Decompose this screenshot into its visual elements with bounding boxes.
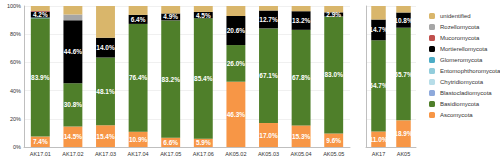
svg-text:17.0%: 17.0% — [259, 132, 278, 139]
svg-text:AK05: AK05 — [397, 151, 410, 157]
svg-text:20%: 20% — [10, 116, 21, 122]
svg-text:2.9%: 2.9% — [326, 11, 341, 18]
svg-text:6.6%: 6.6% — [163, 139, 178, 146]
svg-text:unidentified: unidentified — [440, 13, 471, 19]
svg-text:Glomeromycota: Glomeromycota — [440, 57, 483, 63]
svg-text:AK05.05: AK05.05 — [323, 151, 344, 157]
svg-text:15.3%: 15.3% — [292, 133, 311, 140]
svg-text:AK17.02: AK17.02 — [62, 151, 83, 157]
svg-text:AK05.03: AK05.03 — [258, 151, 279, 157]
svg-text:AK17: AK17 — [372, 151, 385, 157]
svg-text:18.9%: 18.9% — [394, 130, 413, 137]
svg-text:Mucoromycota: Mucoromycota — [440, 35, 480, 41]
svg-text:4.9%: 4.9% — [163, 13, 178, 20]
svg-text:10.9%: 10.9% — [129, 136, 148, 143]
svg-text:0%: 0% — [13, 144, 21, 150]
svg-text:7.4%: 7.4% — [33, 138, 48, 145]
svg-text:83.0%: 83.0% — [324, 71, 343, 78]
svg-text:67.1%: 67.1% — [259, 72, 278, 79]
svg-text:64.7%: 64.7% — [369, 82, 388, 89]
svg-text:Rozellomycota: Rozellomycota — [440, 24, 480, 30]
svg-text:Ascomycota: Ascomycota — [440, 112, 473, 118]
svg-text:AK05.04: AK05.04 — [291, 151, 312, 157]
svg-text:40%: 40% — [10, 88, 21, 94]
svg-text:Basidiomycota: Basidiomycota — [440, 101, 480, 107]
svg-text:30.8%: 30.8% — [64, 101, 83, 108]
svg-text:4.2%: 4.2% — [33, 11, 48, 18]
svg-text:AK17.04: AK17.04 — [128, 151, 149, 157]
svg-text:AK05.02: AK05.02 — [225, 151, 246, 157]
svg-text:14.0%: 14.0% — [96, 44, 115, 51]
svg-text:15.4%: 15.4% — [96, 133, 115, 140]
svg-text:4.5%: 4.5% — [196, 12, 211, 19]
svg-text:Chytridiomycota: Chytridiomycota — [440, 79, 484, 85]
svg-text:13.2%: 13.2% — [292, 17, 311, 24]
svg-text:5.9%: 5.9% — [196, 139, 211, 146]
svg-text:83.2%: 83.2% — [161, 76, 180, 83]
svg-text:14.5%: 14.5% — [64, 133, 83, 140]
svg-text:AK17.05: AK17.05 — [160, 151, 181, 157]
svg-text:46.3%: 46.3% — [227, 111, 246, 118]
svg-text:100%: 100% — [7, 3, 21, 9]
svg-text:26.0%: 26.0% — [227, 60, 246, 67]
svg-text:11.0%: 11.0% — [369, 136, 387, 143]
svg-text:Blastocladiomycota: Blastocladiomycota — [440, 90, 492, 96]
svg-text:76.4%: 76.4% — [129, 74, 148, 81]
svg-text:6.4%: 6.4% — [131, 16, 146, 23]
svg-text:85.4%: 85.4% — [194, 75, 213, 82]
svg-text:14.7%: 14.7% — [369, 26, 388, 33]
svg-text:48.1%: 48.1% — [96, 88, 115, 95]
svg-text:65.7%: 65.7% — [394, 71, 413, 78]
svg-text:10.8%: 10.8% — [394, 17, 413, 24]
svg-text:Entomophthoromycota: Entomophthoromycota — [440, 68, 500, 74]
svg-text:AK17.01: AK17.01 — [30, 151, 51, 157]
svg-text:44.6%: 44.6% — [64, 48, 83, 55]
svg-text:12.7%: 12.7% — [259, 16, 278, 23]
svg-text:67.8%: 67.8% — [292, 74, 311, 81]
svg-text:Mortierellomycota: Mortierellomycota — [440, 46, 488, 52]
svg-text:60%: 60% — [10, 59, 21, 65]
svg-text:9.6%: 9.6% — [326, 137, 341, 144]
svg-text:83.9%: 83.9% — [31, 74, 50, 81]
svg-text:80%: 80% — [10, 31, 21, 37]
svg-text:AK17.06: AK17.06 — [193, 151, 214, 157]
svg-text:20.6%: 20.6% — [227, 27, 246, 34]
svg-text:AK17.03: AK17.03 — [95, 151, 116, 157]
